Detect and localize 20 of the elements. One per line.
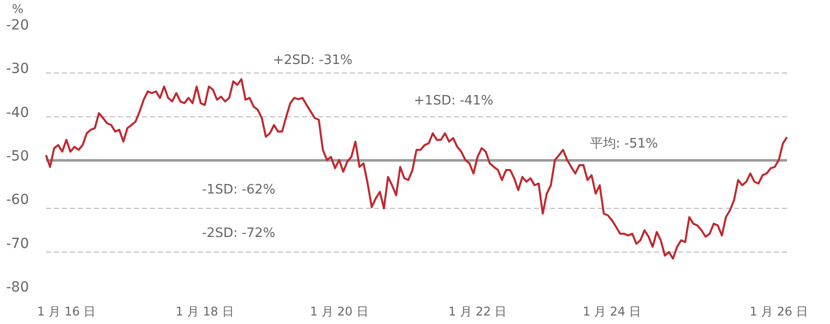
line-series [45, 78, 788, 260]
ref-line-label: 平均: -51% [590, 136, 658, 152]
y-tick-label: -40 [6, 104, 29, 121]
x-tick-label: 1 月 24 日 [582, 304, 642, 319]
x-tick-label: 1 月 20 日 [310, 304, 368, 319]
x-tick-label: 1 月 16 日 [37, 304, 96, 319]
y-tick-label: -50 [6, 148, 29, 164]
x-tick-label: 1 月 18 日 [176, 304, 234, 319]
y-tick-label: -70 [6, 236, 29, 252]
y-axis-title: % [12, 2, 24, 16]
x-tick-label: 1 月 22 日 [448, 304, 507, 319]
ref-line-label: -2SD: -72% [202, 226, 276, 242]
y-tick-label: -30 [6, 61, 29, 78]
y-tick-label: -20 [6, 17, 29, 34]
ref-line-label: +1SD: -41% [414, 94, 494, 109]
x-tick-label: 1 月 26 日 [750, 304, 808, 319]
ref-line-label: -1SD: -62% [202, 182, 276, 198]
y-tick-label: -80 [6, 279, 29, 296]
ref-line-label: +2SD: -31% [272, 53, 353, 68]
y-tick-label: -60 [6, 192, 29, 208]
